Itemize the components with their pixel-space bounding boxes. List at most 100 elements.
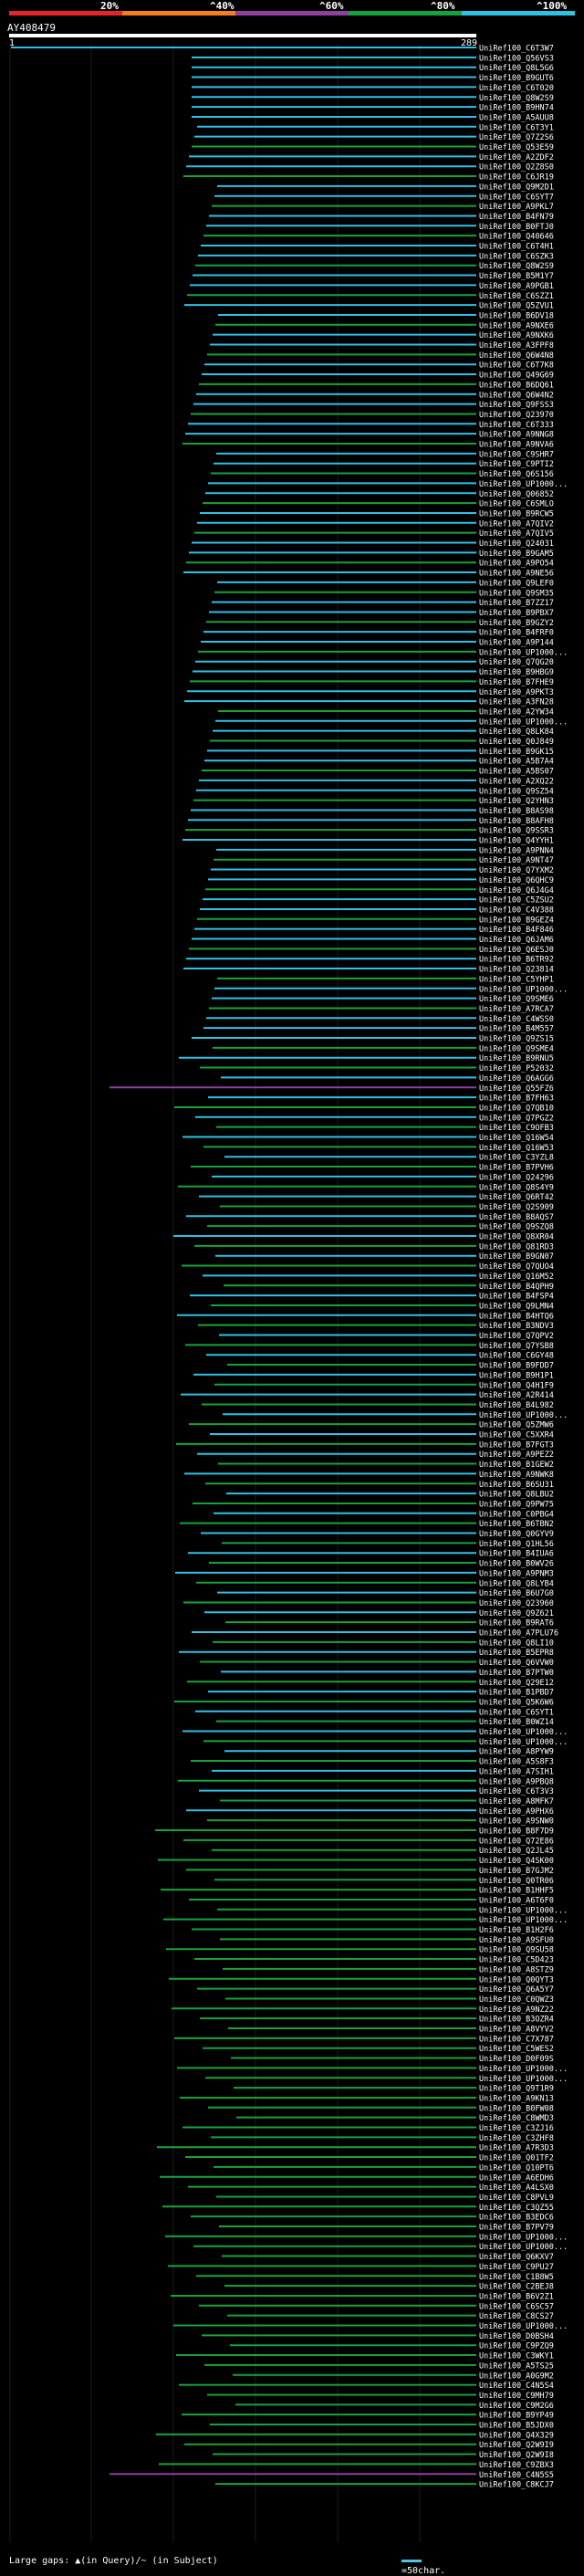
hit-label[interactable]: UniRef100_P52032 <box>479 1064 554 1073</box>
hit-label[interactable]: UniRef100_B6U7G0 <box>479 1589 554 1598</box>
hit-label[interactable]: UniRef100_Q6ESJ0 <box>479 946 554 955</box>
hit-label[interactable]: UniRef100_Q7Z2S6 <box>479 133 554 142</box>
hit-label[interactable]: UniRef100_B7ZZ17 <box>479 599 554 608</box>
hit-label[interactable]: UniRef100_Q2S909 <box>479 1203 554 1212</box>
hit-label[interactable]: UniRef100_B4FRF0 <box>479 629 554 638</box>
hit-label[interactable]: UniRef100_C9PU27 <box>479 2263 554 2272</box>
hit-label[interactable]: UniRef100_A2R414 <box>479 1391 554 1400</box>
hit-label[interactable]: UniRef100_A7RCA7 <box>479 1005 554 1014</box>
hit-label[interactable]: UniRef100_A2YW34 <box>479 707 554 717</box>
hit-label[interactable]: UniRef100_Q9M2D1 <box>479 183 554 192</box>
hit-label[interactable]: UniRef100_Q8LYB4 <box>479 1579 554 1588</box>
hit-label[interactable]: UniRef100_A9KN13 <box>479 2094 554 2103</box>
hit-label[interactable]: UniRef100_Q10PT6 <box>479 2163 554 2173</box>
hit-label[interactable]: UniRef100_Q1HL56 <box>479 1540 554 1549</box>
hit-label[interactable]: UniRef100_B9GEZ4 <box>479 916 554 925</box>
hit-label[interactable]: UniRef100_Q2Z8S0 <box>479 163 554 173</box>
hit-label[interactable]: UniRef100_C9MH79 <box>479 2392 554 2401</box>
hit-label[interactable]: UniRef100_Q8L5G6 <box>479 64 554 73</box>
hit-label[interactable]: UniRef100_Q56VS3 <box>479 54 554 63</box>
hit-label[interactable]: UniRef100_UP1000... <box>479 648 568 657</box>
hit-label[interactable]: UniRef100_B3EDC6 <box>479 2214 554 2223</box>
hit-label[interactable]: UniRef100_A9NVA6 <box>479 441 554 450</box>
hit-label[interactable]: UniRef100_A6EDH6 <box>479 2173 554 2183</box>
hit-label[interactable]: UniRef100_B7PTW0 <box>479 1669 554 1678</box>
hit-label[interactable]: UniRef100_B6DQ61 <box>479 381 554 390</box>
hit-label[interactable]: UniRef100_Q16M52 <box>479 1272 554 1282</box>
hit-label[interactable]: UniRef100_Q16W53 <box>479 1144 554 1153</box>
hit-label[interactable]: UniRef100_B7FHE9 <box>479 678 554 687</box>
hit-label[interactable]: UniRef100_Q4SK00 <box>479 1857 554 1866</box>
hit-label[interactable]: UniRef100_B1HHF5 <box>479 1887 554 1896</box>
hit-label[interactable]: UniRef100_C6SC57 <box>479 2302 554 2311</box>
hit-label[interactable]: UniRef100_Q72E86 <box>479 1837 554 1846</box>
hit-label[interactable]: UniRef100_C6SMLO <box>479 500 554 509</box>
hit-label[interactable]: UniRef100_B4F846 <box>479 926 554 935</box>
hit-label[interactable]: UniRef100_C3QZ55 <box>479 2204 554 2213</box>
hit-label[interactable]: UniRef100_A8MFK7 <box>479 1797 554 1806</box>
hit-label[interactable]: UniRef100_C0QWZ3 <box>479 1995 554 2005</box>
hit-label[interactable]: UniRef100_A8STZ9 <box>479 1965 554 1974</box>
hit-label[interactable]: UniRef100_C9ZBX3 <box>479 2461 554 2470</box>
hit-label[interactable]: UniRef100_B9RAT6 <box>479 1619 554 1628</box>
hit-label[interactable]: UniRef100_C9PTI2 <box>479 460 554 469</box>
hit-label[interactable]: UniRef100_B8AFH8 <box>479 817 554 826</box>
hit-label[interactable]: UniRef100_A9NT47 <box>479 856 554 865</box>
hit-label[interactable]: UniRef100_C8CS27 <box>479 2312 554 2321</box>
hit-label[interactable]: UniRef100_Q23814 <box>479 966 554 975</box>
hit-label[interactable]: UniRef100_C6GY48 <box>479 1352 554 1361</box>
hit-label[interactable]: UniRef100_Q8LK84 <box>479 728 554 737</box>
hit-label[interactable]: UniRef100_C8KCJ7 <box>479 2481 554 2490</box>
hit-label[interactable]: UniRef100_B5EPR8 <box>479 1649 554 1658</box>
hit-label[interactable]: UniRef100_Q40646 <box>479 233 554 242</box>
hit-label[interactable]: UniRef100_A9P144 <box>479 639 554 648</box>
hit-label[interactable]: UniRef100_B0WZ14 <box>479 1718 554 1727</box>
hit-label[interactable]: UniRef100_Q2YHN3 <box>479 797 554 806</box>
hit-label[interactable]: UniRef100_Q0QYT3 <box>479 1975 554 1984</box>
hit-label[interactable]: UniRef100_B9PBX7 <box>479 609 554 618</box>
hit-label[interactable]: UniRef100_Q5ZVU1 <box>479 302 554 311</box>
hit-label[interactable]: UniRef100_C3YZL8 <box>479 1154 554 1163</box>
hit-label[interactable]: UniRef100_A3FPF8 <box>479 341 554 351</box>
hit-label[interactable]: UniRef100_UP1000... <box>479 1916 568 1925</box>
hit-label[interactable]: UniRef100_B9GN07 <box>479 1252 554 1262</box>
hit-label[interactable]: UniRef100_Q7YXM2 <box>479 866 554 875</box>
hit-label[interactable]: UniRef100_Q5K6W6 <box>479 1698 554 1707</box>
hit-label[interactable]: UniRef100_UP1000... <box>479 1906 568 1915</box>
hit-label[interactable]: UniRef100_Q0TR06 <box>479 1877 554 1886</box>
hit-label[interactable]: UniRef100_C8WMD3 <box>479 2114 554 2123</box>
hit-label[interactable]: UniRef100_A9PNM3 <box>479 1569 554 1578</box>
hit-label[interactable]: UniRef100_C5D423 <box>479 1956 554 1965</box>
hit-label[interactable]: UniRef100_Q2W9I8 <box>479 2451 554 2460</box>
hit-label[interactable]: UniRef100_C6T3Y1 <box>479 123 554 132</box>
hit-label[interactable]: UniRef100_B3OZR4 <box>479 2016 554 2025</box>
hit-label[interactable]: UniRef100_Q9SME6 <box>479 995 554 1004</box>
hit-label[interactable]: UniRef100_Q9PW75 <box>479 1500 554 1509</box>
hit-label[interactable]: UniRef100_A9NXE6 <box>479 321 554 330</box>
hit-label[interactable]: UniRef100_A5S8F3 <box>479 1758 554 1767</box>
hit-label[interactable]: UniRef100_C9PZQ9 <box>479 2342 554 2351</box>
hit-label[interactable]: UniRef100_UP1000... <box>479 2075 568 2084</box>
hit-label[interactable]: UniRef100_Q49G69 <box>479 372 554 381</box>
hit-label[interactable]: UniRef100_A9NZ22 <box>479 2005 554 2015</box>
hit-label[interactable]: UniRef100_A9NNG8 <box>479 431 554 440</box>
hit-label[interactable]: UniRef100_Q4YYH1 <box>479 837 554 846</box>
hit-label[interactable]: UniRef100_Q7YSB8 <box>479 1342 554 1351</box>
hit-label[interactable]: UniRef100_Q2W9I9 <box>479 2441 554 2450</box>
hit-label[interactable]: UniRef100_UP1000... <box>479 1728 568 1737</box>
hit-label[interactable]: UniRef100_B6DV18 <box>479 311 554 320</box>
hit-label[interactable]: UniRef100_C4V388 <box>479 906 554 915</box>
hit-label[interactable]: UniRef100_B8AQS7 <box>479 1213 554 1222</box>
hit-label[interactable]: UniRef100_Q8XR04 <box>479 1233 554 1242</box>
hit-label[interactable]: UniRef100_B1PBD7 <box>479 1689 554 1698</box>
hit-label[interactable]: UniRef100_C9M2G6 <box>479 2402 554 2411</box>
hit-label[interactable]: UniRef100_C6JR19 <box>479 173 554 183</box>
hit-label[interactable]: UniRef100_C6T4H1 <box>479 243 554 252</box>
hit-label[interactable]: UniRef100_B6V2Z1 <box>479 2292 554 2301</box>
hit-label[interactable]: UniRef100_Q8S4Y9 <box>479 1183 554 1192</box>
hit-label[interactable]: UniRef100_Q6VVW0 <box>479 1659 554 1668</box>
hit-label[interactable]: UniRef100_A3FN28 <box>479 698 554 707</box>
hit-label[interactable]: UniRef100_Q6RT42 <box>479 1193 554 1202</box>
hit-label[interactable]: UniRef100_Q8W2S9 <box>479 94 554 103</box>
hit-label[interactable]: UniRef100_Q8LBU2 <box>479 1491 554 1500</box>
